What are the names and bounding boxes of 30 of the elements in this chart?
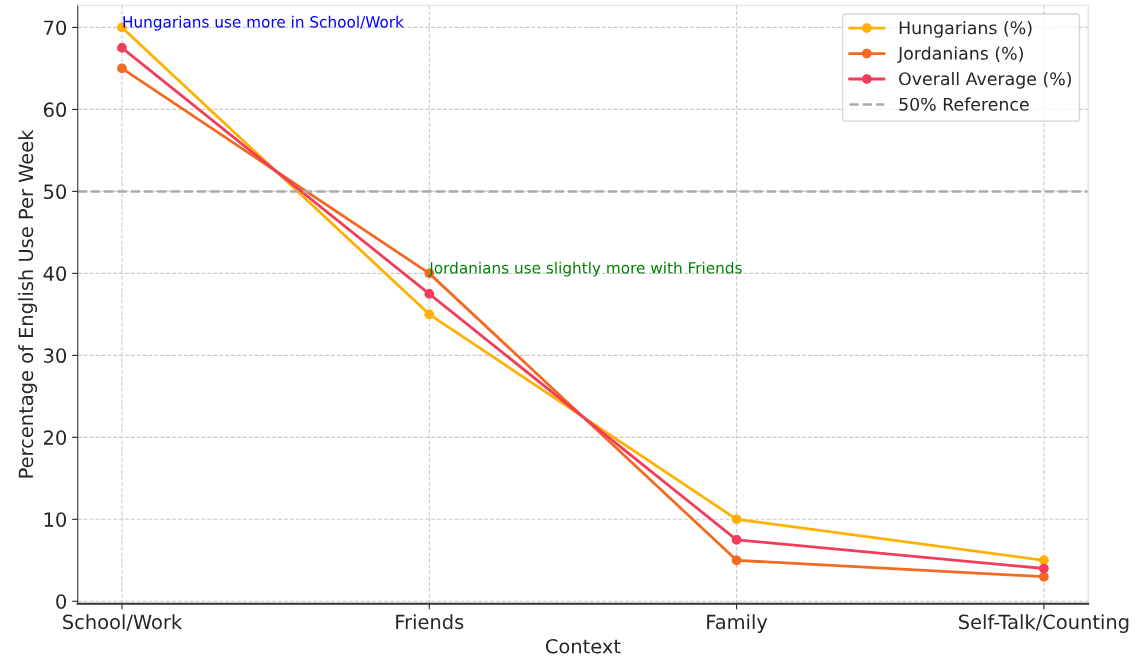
y-tick-label: 70 <box>44 20 67 36</box>
legend-label: Hungarians (%) <box>899 20 1032 38</box>
y-tick-label: 10 <box>44 512 67 527</box>
y-axis-title: Percentage of English Use Per Week <box>18 129 38 478</box>
point <box>731 534 742 545</box>
y-tick-label: 30 <box>44 348 67 364</box>
y-tick-label: 0 <box>56 594 67 609</box>
y-tick-label: 20 <box>43 430 67 445</box>
legend-label: 50% Reference <box>899 97 1029 111</box>
x-tick-label: Family <box>707 614 768 633</box>
point <box>731 555 742 566</box>
annotation: Hungarians use more in School/Work <box>123 15 404 31</box>
point <box>1039 555 1049 566</box>
point <box>731 514 742 525</box>
x-tick-label: Friends <box>396 614 464 630</box>
legend-label: Jordanians (%) <box>897 46 1023 64</box>
y-tick-label: 60 <box>43 102 67 118</box>
point <box>117 43 127 53</box>
legend-label: Overall Average (%) <box>899 71 1072 89</box>
x-tick-label: School/Work <box>63 614 183 631</box>
point <box>1039 571 1049 582</box>
annotation: Jordanians use slightly more with Friends <box>428 261 742 277</box>
y-tick-label: 50 <box>44 184 67 200</box>
point <box>117 63 127 74</box>
x-axis-title: Context <box>545 638 621 654</box>
point <box>1039 563 1049 574</box>
point <box>424 309 435 320</box>
point <box>424 289 435 299</box>
y-tick-label: 40 <box>43 266 67 282</box>
x-tick-label: Self-Talk/Counting <box>959 614 1129 633</box>
